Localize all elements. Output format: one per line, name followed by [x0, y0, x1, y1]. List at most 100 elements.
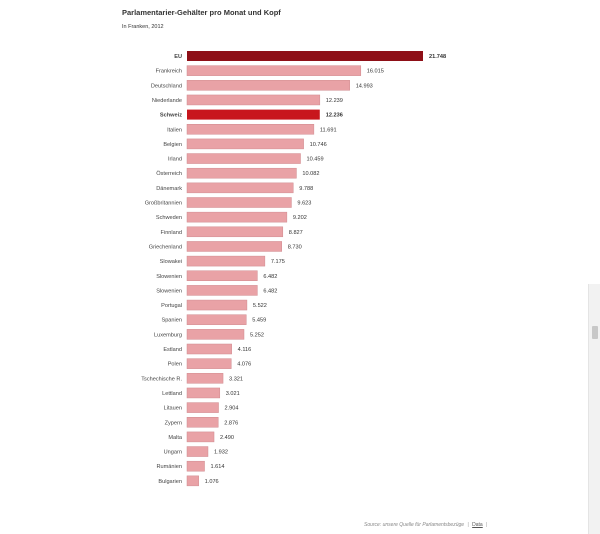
category-label-16: Slowenien	[156, 288, 182, 294]
chart-title: Parlamentarier-Gehälter pro Monat und Ko…	[122, 8, 281, 17]
category-label-18: Spanien	[161, 318, 182, 324]
category-label-8: Österreich	[156, 170, 182, 177]
bar-10	[186, 197, 292, 208]
bar-18	[186, 314, 247, 325]
bar-25	[186, 417, 219, 428]
bar-21	[186, 358, 232, 369]
value-label-17: 5.522	[253, 303, 267, 309]
category-label-15: Slowenien	[156, 274, 182, 280]
category-label-6: Belgien	[163, 142, 182, 148]
bar-24	[186, 402, 219, 413]
bar-15	[186, 270, 258, 281]
value-label-16: 6.482	[263, 288, 277, 294]
value-label-26: 2.490	[220, 435, 234, 441]
category-label-0: EU	[174, 54, 182, 60]
value-label-7: 10.459	[307, 157, 324, 163]
category-label-26: Malta	[168, 435, 183, 441]
bar-17	[186, 299, 248, 311]
bar-27	[186, 446, 209, 457]
category-label-11: Schweden	[156, 215, 182, 221]
category-label-24: Litauen	[164, 406, 182, 412]
value-label-11: 9.202	[293, 215, 307, 221]
category-label-25: Zypern	[165, 420, 182, 426]
category-label-3: Niederlande	[152, 98, 182, 104]
category-label-12: Finnland	[161, 230, 182, 236]
value-label-12: 8.827	[289, 230, 303, 236]
value-label-8: 10.082	[302, 171, 319, 177]
value-label-22: 3.321	[229, 376, 243, 382]
category-label-13: Griechenland	[149, 244, 182, 250]
bar-6	[186, 138, 304, 150]
bar-7	[186, 153, 301, 164]
category-label-2: Deutschland	[151, 83, 182, 89]
scroll-thumb[interactable]	[592, 326, 598, 339]
category-label-10: Großbritannien	[145, 201, 182, 207]
value-label-14: 7.175	[271, 259, 285, 265]
category-label-14: Slowakei	[160, 259, 182, 265]
source-text: Source: unsere Quelle für Parlamentsbezü…	[364, 522, 465, 528]
value-label-15: 6.482	[263, 274, 277, 280]
category-label-5: Italien	[167, 127, 182, 133]
category-label-17: Portugal	[161, 303, 182, 309]
bar-5	[186, 124, 315, 135]
source-separator: |	[467, 522, 469, 528]
category-label-1: Frankreich	[156, 69, 182, 75]
bar-13	[186, 241, 282, 252]
value-label-20: 4.116	[238, 347, 252, 353]
value-label-10: 9.623	[297, 201, 311, 207]
bar-20	[186, 343, 232, 355]
category-label-4: Schweiz	[160, 113, 182, 119]
bar-1	[186, 65, 362, 76]
value-label-3: 12.239	[326, 98, 343, 104]
chart-subtitle: In Franken, 2012	[122, 24, 164, 30]
category-label-22: Tschechische R.	[141, 376, 182, 382]
value-label-21: 4.076	[237, 362, 251, 368]
bar-4	[187, 109, 320, 120]
value-label-25: 2.876	[224, 420, 238, 426]
bar-0	[187, 51, 423, 61]
bar-22	[186, 373, 224, 384]
value-label-28: 1.614	[211, 464, 225, 470]
category-label-27: Ungarn	[164, 450, 182, 456]
category-label-20: Estland	[163, 347, 182, 353]
category-label-21: Polen	[168, 362, 182, 368]
bar-26	[186, 431, 215, 443]
value-label-6: 10.746	[310, 142, 327, 148]
value-label-27: 1.932	[214, 450, 228, 456]
bar-11	[186, 211, 288, 223]
scrollbar[interactable]	[588, 284, 600, 534]
bar-8	[186, 167, 297, 179]
value-label-1: 16.015	[367, 69, 384, 75]
value-label-0: 21.748	[429, 54, 446, 60]
category-label-23: Lettland	[162, 391, 182, 397]
data-link[interactable]: Data	[472, 522, 483, 528]
value-label-29: 1.076	[205, 479, 219, 485]
category-label-9: Dänemark	[156, 186, 182, 192]
bar-16	[186, 285, 258, 296]
bar-3	[186, 94, 321, 106]
bar-23	[186, 387, 221, 399]
bar-9	[186, 182, 294, 194]
value-label-24: 2.904	[225, 406, 239, 412]
category-label-29: Bulgarien	[158, 479, 182, 485]
value-label-5: 11.691	[320, 127, 337, 133]
bar-29	[186, 475, 199, 487]
bar-14	[186, 255, 266, 267]
category-label-7: Irland	[168, 157, 182, 163]
value-label-13: 8.730	[288, 244, 302, 250]
category-label-28: Rumänien	[157, 464, 183, 470]
bar-19	[186, 329, 245, 340]
bar-28	[186, 460, 205, 472]
value-label-19: 5.252	[250, 332, 264, 338]
source-separator-end: |	[486, 522, 488, 528]
value-label-4: 12.236	[326, 113, 343, 119]
value-label-18: 5.459	[252, 318, 266, 324]
value-label-9: 9.788	[299, 186, 313, 192]
category-label-19: Luxemburg	[154, 332, 182, 338]
bar-12	[186, 226, 284, 238]
value-label-23: 3.021	[226, 391, 240, 397]
source-line: Source: unsere Quelle für Parlamentsbezü…	[364, 522, 489, 528]
value-label-2: 14.993	[356, 83, 373, 89]
